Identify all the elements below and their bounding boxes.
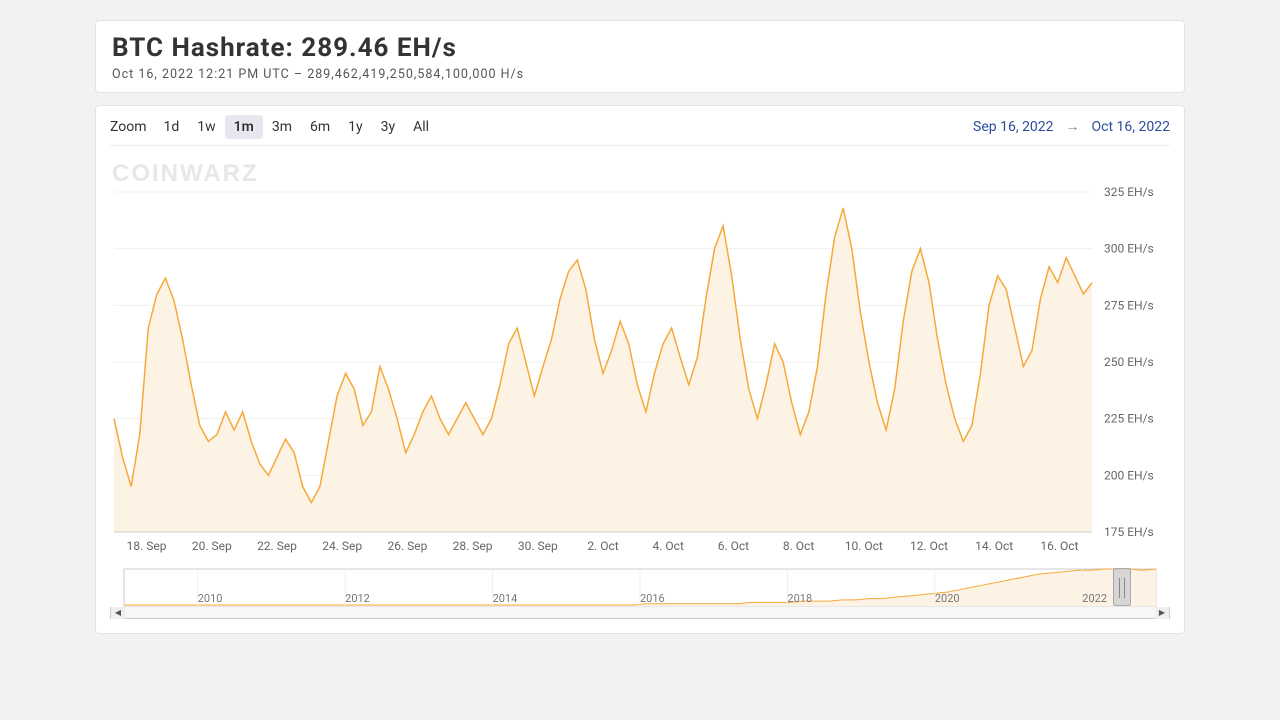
- date-from[interactable]: Sep 16, 2022: [973, 119, 1054, 135]
- svg-text:2018: 2018: [787, 592, 812, 605]
- svg-text:10. Oct: 10. Oct: [845, 539, 883, 553]
- zoom-1y-button[interactable]: 1y: [339, 115, 372, 139]
- zoom-group: Zoom 1d1w1m3m6m1y3yAll: [110, 119, 438, 135]
- svg-text:2016: 2016: [640, 592, 665, 605]
- page-title: BTC Hashrate: 289.46 EH/s: [112, 33, 1168, 63]
- page-subtitle: Oct 16, 2022 12:21 PM UTC – 289,462,419,…: [112, 67, 1168, 82]
- hashrate-chart[interactable]: CoinWarz 175 EH/s 200 EH/s 225 EH/s 250 EH/…: [110, 152, 1170, 557]
- zoom-1w-button[interactable]: 1w: [188, 115, 224, 139]
- svg-text:6. Oct: 6. Oct: [718, 539, 749, 553]
- chart-navigator[interactable]: 2010 2012 2014 2016 2018 2020 2022 ◀ ▶: [110, 567, 1170, 623]
- svg-text:22. Sep: 22. Sep: [257, 539, 297, 553]
- svg-text:325 EH/s: 325 EH/s: [1104, 185, 1154, 199]
- svg-text:2012: 2012: [345, 592, 370, 605]
- svg-text:24. Sep: 24. Sep: [322, 539, 362, 553]
- zoom-label: Zoom: [110, 119, 147, 135]
- date-to[interactable]: Oct 16, 2022: [1092, 119, 1170, 135]
- svg-text:26. Sep: 26. Sep: [387, 539, 427, 553]
- arrow-right-icon: →: [1066, 118, 1080, 135]
- svg-text:175 EH/s: 175 EH/s: [1104, 525, 1154, 539]
- svg-text:250 EH/s: 250 EH/s: [1104, 355, 1154, 369]
- svg-text:200 EH/s: 200 EH/s: [1104, 468, 1154, 482]
- zoom-3y-button[interactable]: 3y: [372, 115, 405, 139]
- svg-text:2. Oct: 2. Oct: [587, 539, 618, 553]
- svg-text:2014: 2014: [493, 592, 518, 605]
- zoom-3m-button[interactable]: 3m: [263, 115, 301, 139]
- chart-card: Zoom 1d1w1m3m6m1y3yAll Sep 16, 2022 → Oc…: [95, 105, 1185, 634]
- svg-text:2020: 2020: [935, 592, 960, 605]
- svg-text:8. Oct: 8. Oct: [783, 539, 814, 553]
- watermark-logo: CoinWarz: [112, 160, 259, 188]
- date-range: Sep 16, 2022 → Oct 16, 2022: [973, 118, 1170, 135]
- scroll-left-button[interactable]: ◀: [111, 607, 125, 619]
- svg-text:12. Oct: 12. Oct: [910, 539, 948, 553]
- svg-text:4. Oct: 4. Oct: [653, 539, 684, 553]
- navigator-scrollbar[interactable]: ◀ ▶: [110, 607, 1170, 619]
- svg-text:18. Sep: 18. Sep: [127, 539, 167, 553]
- svg-text:275 EH/s: 275 EH/s: [1104, 298, 1154, 312]
- svg-text:30. Sep: 30. Sep: [518, 539, 558, 553]
- navigator-handle[interactable]: [1113, 568, 1131, 606]
- zoom-6m-button[interactable]: 6m: [301, 115, 339, 139]
- header-card: BTC Hashrate: 289.46 EH/s Oct 16, 2022 1…: [95, 20, 1185, 93]
- chart-toolbar: Zoom 1d1w1m3m6m1y3yAll Sep 16, 2022 → Oc…: [110, 118, 1170, 146]
- svg-text:20. Sep: 20. Sep: [192, 539, 232, 553]
- zoom-1d-button[interactable]: 1d: [155, 115, 189, 139]
- svg-text:28. Sep: 28. Sep: [453, 539, 493, 553]
- zoom-1m-button[interactable]: 1m: [225, 115, 263, 139]
- svg-text:14. Oct: 14. Oct: [975, 539, 1013, 553]
- svg-text:16. Oct: 16. Oct: [1040, 539, 1078, 553]
- svg-text:225 EH/s: 225 EH/s: [1104, 412, 1154, 426]
- scroll-right-button[interactable]: ▶: [1155, 607, 1169, 619]
- zoom-all-button[interactable]: All: [404, 115, 438, 139]
- svg-text:2022: 2022: [1082, 592, 1107, 605]
- svg-text:2010: 2010: [198, 592, 223, 605]
- svg-text:300 EH/s: 300 EH/s: [1104, 242, 1154, 256]
